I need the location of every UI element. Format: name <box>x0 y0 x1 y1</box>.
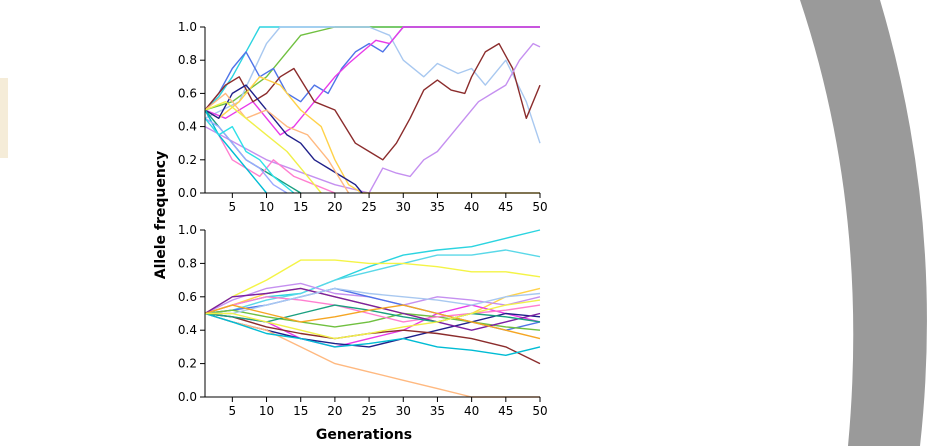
bottom-x-tick-label: 30 <box>396 404 411 418</box>
top-series-line-5 <box>204 26 540 136</box>
bottom-x-tick-label: 40 <box>464 404 479 418</box>
top-x-tick-label: 30 <box>396 200 411 214</box>
bottom-chart: 0.0 0.2 0.4 0.6 0.8 1.0 5 10 15 20 25 30 35 40 45 50 <box>178 223 548 418</box>
top-y-tick-label: 1.0 <box>178 20 197 34</box>
bottom-series-line-13 <box>204 287 541 331</box>
top-x-tick-label: 15 <box>293 200 308 214</box>
bottom-series-line-18 <box>205 299 541 340</box>
top-chart: 0.0 0.2 0.4 0.6 0.8 1.0 5 10 15 20 25 30 35 40 45 50 <box>178 20 548 214</box>
bottom-series-line-14 <box>204 312 541 356</box>
top-y-tick-label: 0.0 <box>178 186 197 200</box>
top-series-line-16 <box>204 100 322 194</box>
top-x-tick-label: 40 <box>464 200 479 214</box>
bottom-y-tick-label: 0.4 <box>178 323 197 337</box>
x-axis-title: Generations <box>316 427 412 443</box>
top-series-line-13 <box>204 109 268 194</box>
bottom-series-line-2 <box>204 249 541 315</box>
top-x-tick-label: 5 <box>229 200 237 214</box>
y-axis-title: Allele frequency <box>153 151 169 279</box>
bottom-y-tick-label: 0.0 <box>178 390 197 404</box>
bottom-y-tick-label: 0.8 <box>178 256 197 270</box>
top-series-line-4 <box>204 26 540 111</box>
top-y-tick-label: 0.4 <box>178 120 197 134</box>
top-x-tick-label: 50 <box>532 200 547 214</box>
bottom-series-line-15 <box>205 287 541 315</box>
bottom-x-tick-label: 15 <box>293 404 308 418</box>
top-y-tick-label: 0.8 <box>178 53 197 67</box>
top-series-line-15 <box>204 117 295 194</box>
top-x-tick-label: 35 <box>430 200 445 214</box>
bottom-y-tick-label: 1.0 <box>178 223 197 237</box>
top-series-line-3 <box>204 26 541 144</box>
left-accent-strip <box>0 78 8 158</box>
bottom-x-tick-label: 20 <box>327 404 342 418</box>
top-x-tick-label: 20 <box>327 200 342 214</box>
bottom-series-line-3 <box>204 259 541 315</box>
bottom-x-tick-label: 45 <box>498 404 513 418</box>
top-series-line-10 <box>204 92 350 194</box>
bottom-y-tick-label: 0.2 <box>178 357 197 371</box>
bottom-series-line-17 <box>204 304 541 340</box>
decorative-arc <box>800 0 927 446</box>
bottom-x-tick-label: 25 <box>361 404 376 418</box>
top-x-tick-label: 25 <box>361 200 376 214</box>
bottom-series-line-11 <box>204 309 541 331</box>
bottom-series-line-12 <box>204 296 541 323</box>
top-x-tick-label: 45 <box>498 200 513 214</box>
top-x-tick-label: 10 <box>259 200 274 214</box>
top-y-tick-label: 0.6 <box>178 86 197 100</box>
top-series-line-14 <box>204 117 288 194</box>
bottom-x-tick-label: 5 <box>229 404 237 418</box>
bottom-x-tick-label: 50 <box>532 404 547 418</box>
top-series-line-6 <box>204 42 541 161</box>
top-series-line-12 <box>204 117 336 194</box>
top-series-line-9 <box>204 84 363 194</box>
bottom-x-tick-label: 10 <box>259 404 274 418</box>
top-y-tick-label: 0.2 <box>178 153 197 167</box>
bottom-y-tick-label: 0.6 <box>178 290 197 304</box>
bottom-x-tick-label: 35 <box>430 404 445 418</box>
